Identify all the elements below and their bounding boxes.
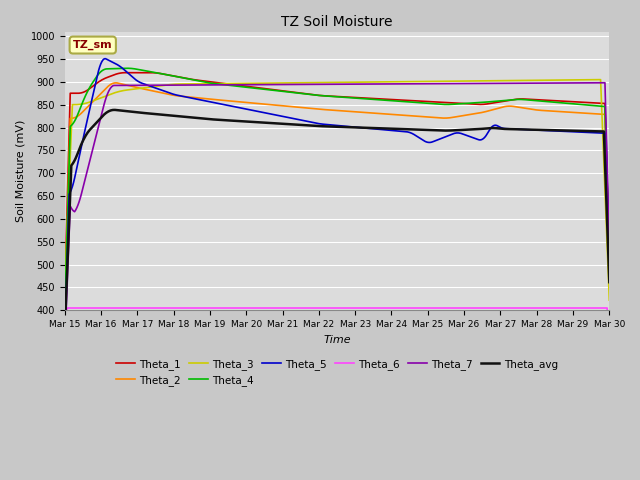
Theta_2 [508, 103, 516, 109]
Theta_7 [601, 80, 609, 85]
Theta_6 [324, 305, 332, 311]
Theta_5 [356, 125, 364, 131]
Theta_4 [321, 93, 328, 99]
Theta_6 [63, 305, 71, 311]
Theta_avg [110, 107, 118, 113]
Y-axis label: Soil Moisture (mV): Soil Moisture (mV) [15, 120, 25, 222]
Theta_1 [324, 93, 332, 99]
Line: Theta_6: Theta_6 [65, 308, 609, 382]
Theta_1 [321, 93, 328, 99]
Theta_2 [321, 107, 328, 112]
Theta_1 [61, 290, 68, 296]
Theta_avg [386, 126, 394, 132]
Theta_2 [593, 111, 601, 117]
Theta_6 [605, 379, 613, 385]
Theta_1 [593, 100, 601, 106]
Line: Theta_1: Theta_1 [65, 72, 609, 293]
Theta_7 [605, 244, 613, 250]
Theta_5 [508, 126, 516, 132]
Theta_2 [61, 303, 68, 309]
Theta_7 [593, 80, 600, 86]
Theta_5 [61, 342, 68, 348]
Theta_1 [356, 95, 364, 101]
Theta_3 [593, 77, 600, 83]
Theta_1 [508, 97, 516, 103]
Line: Theta_4: Theta_4 [65, 68, 609, 310]
Theta_6 [386, 305, 394, 311]
Theta_2 [386, 111, 394, 117]
Theta_6 [593, 305, 601, 311]
X-axis label: Time: Time [323, 335, 351, 345]
Line: Theta_3: Theta_3 [65, 80, 609, 300]
Theta_3 [323, 80, 330, 85]
Theta_7 [61, 343, 68, 348]
Theta_2 [356, 109, 364, 115]
Theta_7 [356, 81, 364, 87]
Theta_6 [321, 305, 328, 311]
Theta_6 [61, 379, 68, 385]
Theta_7 [323, 82, 330, 87]
Theta_3 [319, 80, 327, 85]
Theta_5 [101, 56, 109, 61]
Theta_2 [112, 80, 120, 86]
Theta_4 [356, 96, 364, 101]
Theta_7 [319, 82, 327, 87]
Theta_5 [324, 122, 332, 128]
Theta_3 [385, 79, 393, 85]
Theta_3 [356, 79, 364, 85]
Line: Theta_2: Theta_2 [65, 83, 609, 306]
Theta_5 [321, 121, 328, 127]
Theta_6 [356, 305, 364, 311]
Theta_avg [356, 125, 364, 131]
Theta_6 [508, 305, 516, 311]
Theta_3 [508, 78, 515, 84]
Theta_5 [593, 130, 601, 136]
Theta_3 [61, 283, 68, 289]
Theta_3 [605, 297, 613, 303]
Theta_avg [605, 279, 613, 285]
Theta_avg [508, 126, 516, 132]
Theta_avg [321, 123, 328, 129]
Theta_4 [508, 97, 516, 103]
Theta_4 [386, 98, 394, 104]
Theta_4 [61, 307, 68, 313]
Theta_4 [593, 103, 601, 109]
Theta_4 [324, 93, 332, 99]
Theta_1 [605, 256, 613, 262]
Theta_1 [386, 96, 394, 102]
Legend: Theta_1, Theta_2, Theta_3, Theta_4, Theta_5, Theta_6, Theta_7, Theta_avg: Theta_1, Theta_2, Theta_3, Theta_4, Thet… [112, 355, 562, 390]
Theta_2 [605, 263, 613, 269]
Line: Theta_5: Theta_5 [65, 59, 609, 345]
Line: Theta_avg: Theta_avg [65, 110, 609, 331]
Theta_3 [596, 77, 604, 83]
Theta_5 [605, 265, 613, 271]
Text: TZ_sm: TZ_sm [73, 40, 113, 50]
Theta_4 [123, 65, 131, 71]
Theta_4 [605, 258, 613, 264]
Theta_avg [61, 328, 68, 334]
Theta_1 [121, 70, 129, 75]
Theta_7 [385, 81, 393, 87]
Theta_avg [593, 129, 601, 134]
Line: Theta_7: Theta_7 [65, 83, 609, 346]
Theta_5 [386, 127, 394, 133]
Theta_2 [324, 107, 332, 113]
Theta_7 [508, 80, 515, 86]
Theta_avg [324, 123, 332, 129]
Title: TZ Soil Moisture: TZ Soil Moisture [282, 15, 393, 29]
